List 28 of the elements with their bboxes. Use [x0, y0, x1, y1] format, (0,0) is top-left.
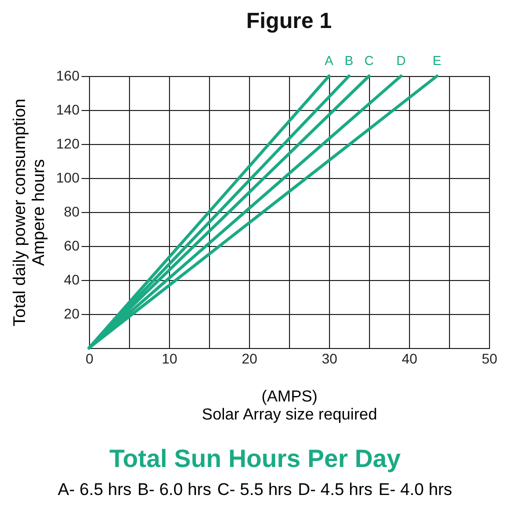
- x-tick-label: 20: [242, 350, 258, 366]
- series-label: E: [432, 53, 442, 68]
- x-tick-label: 0: [86, 350, 94, 366]
- x-tick-label: 30: [322, 350, 338, 366]
- x-tick-label: 40: [402, 350, 418, 366]
- y-tick-label: 160: [56, 68, 80, 84]
- y-tick-label: 20: [64, 306, 80, 322]
- x-tick-label: 10: [162, 350, 178, 366]
- chart-title: Figure 1: [246, 8, 332, 33]
- series-label: B: [344, 53, 354, 68]
- series-label: A: [324, 53, 334, 68]
- text: A- 6.5 hrs: [58, 480, 132, 499]
- x-axis-title: (AMPS) Solar Array size required: [202, 388, 378, 424]
- y-tick-label: 40: [64, 272, 80, 288]
- y-axis-title: Total daily power consumption Ampere hours: [10, 98, 48, 326]
- x-tick-label: 50: [482, 350, 498, 366]
- y-tick-label: 80: [64, 204, 80, 220]
- y-tick-label: 140: [56, 102, 80, 118]
- legend-title: Total Sun Hours Per Day: [108, 445, 402, 474]
- series-label: C: [364, 53, 374, 68]
- series-label: D: [396, 53, 406, 68]
- y-tick-label: 100: [56, 170, 80, 186]
- text: D- 4.5 hrs: [298, 480, 372, 499]
- text: B- 6.0 hrs: [138, 480, 212, 499]
- y-tick-label: 60: [64, 238, 80, 254]
- text: C- 5.5 hrs: [217, 480, 292, 499]
- text: E- 4.0 hrs: [378, 480, 452, 499]
- y-tick-label: 120: [56, 136, 80, 152]
